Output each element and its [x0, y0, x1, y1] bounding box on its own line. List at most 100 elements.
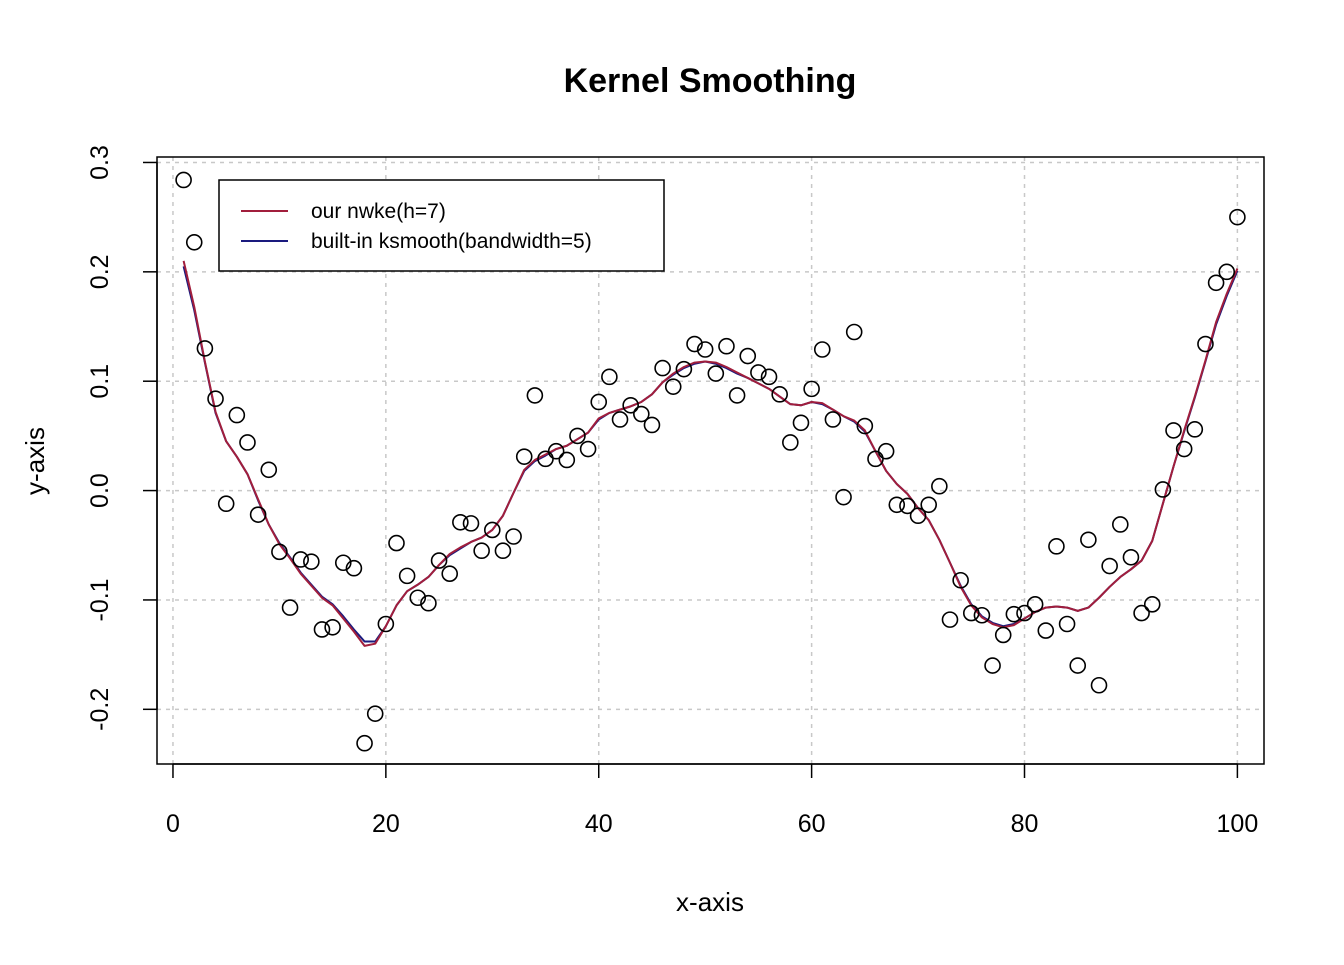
data-point: [1037, 622, 1055, 639]
data-point: [1005, 605, 1023, 623]
data-point: [1229, 208, 1246, 226]
data-point: [909, 507, 927, 525]
data-point: [675, 360, 693, 378]
data-point: [813, 341, 831, 358]
data-point: [633, 405, 650, 423]
data-point: [707, 365, 725, 382]
data-point: [1080, 531, 1097, 549]
plot-frame: [156, 156, 1265, 765]
data-point: [1016, 604, 1033, 622]
data-point: [271, 543, 288, 561]
data-point: [696, 341, 714, 358]
data-point: [452, 513, 469, 531]
x-tick-label: 40: [585, 810, 613, 838]
data-point: [1197, 335, 1214, 353]
data-point: [1101, 557, 1118, 575]
data-point: [888, 496, 906, 514]
data-point: [217, 495, 235, 513]
data-point: [1218, 263, 1236, 281]
data-point: [1207, 274, 1225, 292]
data-point: [941, 611, 959, 628]
data-point: [366, 705, 384, 722]
data-point: [1122, 548, 1140, 566]
data-point: [1112, 516, 1129, 533]
data-point: [973, 606, 991, 624]
data-point: [281, 599, 299, 616]
data-point: [1069, 657, 1087, 674]
data-point: [494, 542, 512, 560]
data-point: [718, 337, 735, 355]
data-point: [1058, 615, 1076, 633]
data-point: [239, 434, 256, 451]
data-point: [569, 427, 586, 445]
data-point: [260, 461, 278, 479]
y-tick-label: -0.2: [86, 688, 114, 731]
data-point: [558, 451, 576, 469]
x-tick-label: 100: [1217, 810, 1259, 838]
data-point: [430, 552, 448, 569]
data-point: [515, 448, 533, 465]
data-point: [782, 434, 799, 451]
data-point: [334, 554, 352, 572]
data-point: [462, 515, 480, 532]
y-tick-label: 0.2: [86, 254, 114, 289]
x-tick-label: 60: [798, 810, 826, 838]
legend-label: our nwke(h=7): [311, 200, 446, 223]
data-point: [845, 323, 863, 341]
x-tick-label: 0: [166, 810, 180, 838]
data-point: [324, 618, 341, 636]
data-point: [505, 528, 522, 545]
data-point: [196, 340, 214, 357]
data-point: [643, 416, 661, 434]
data-point: [611, 411, 629, 428]
data-point: [750, 364, 767, 381]
data-point: [824, 411, 842, 428]
data-point: [483, 521, 501, 539]
data-point: [409, 589, 427, 607]
chart-title: Kernel Smoothing: [564, 62, 857, 100]
data-point: [877, 442, 895, 460]
data-point: [420, 594, 437, 612]
data-points: [175, 171, 1246, 752]
data-point: [441, 565, 459, 582]
data-point: [579, 440, 597, 458]
legend: our nwke(h=7) built-in ksmooth(bandwidth=…: [218, 179, 665, 272]
x-axis-title: x-axis: [676, 887, 744, 917]
data-point: [249, 506, 267, 523]
data-point: [803, 380, 820, 398]
data-point: [388, 534, 405, 552]
data-point: [664, 378, 682, 395]
data-point: [601, 368, 618, 386]
y-tick-label: 0.3: [86, 145, 114, 180]
data-point: [1175, 440, 1193, 458]
series-line: [182, 260, 1239, 647]
data-point: [185, 234, 203, 251]
data-point: [590, 393, 608, 411]
data-point: [622, 396, 639, 414]
series-line: [182, 266, 1239, 643]
data-point: [228, 406, 246, 424]
data-point: [1165, 422, 1182, 439]
data-point: [686, 335, 703, 353]
y-tick-label: 0.1: [86, 364, 114, 399]
data-point: [1090, 676, 1108, 694]
data-point: [345, 559, 363, 577]
data-point: [1143, 596, 1161, 613]
data-point: [984, 657, 1001, 674]
data-point: [962, 604, 980, 622]
data-point: [1048, 538, 1065, 555]
data-point: [547, 442, 565, 460]
data-point: [313, 621, 331, 638]
data-point: [526, 387, 544, 404]
series-lines: [182, 260, 1239, 647]
data-point: [654, 359, 671, 377]
data-point: [377, 615, 395, 633]
y-tick-label: -0.1: [86, 578, 114, 621]
data-point: [292, 551, 309, 568]
data-point: [856, 417, 874, 435]
data-point: [398, 567, 416, 585]
data-point: [760, 368, 778, 386]
data-point: [1026, 596, 1044, 613]
data-point: [739, 347, 757, 365]
data-point: [771, 386, 788, 403]
